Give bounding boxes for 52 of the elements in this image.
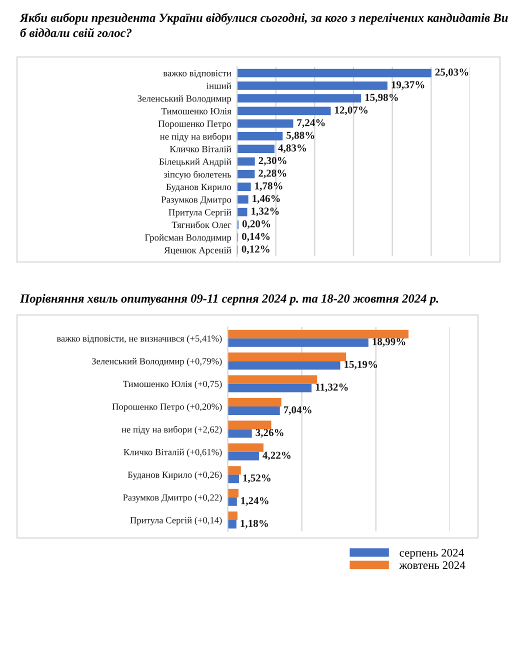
- y-tick-label: Притула Сергій (+0,14): [130, 516, 222, 526]
- data-label: 25,03%: [435, 68, 468, 78]
- y-tick-label: Білецький Андрій: [159, 158, 232, 167]
- data-label: 2,30%: [258, 157, 286, 166]
- y-tick-label: Тягнибок Олег: [172, 221, 232, 228]
- data-label: 1,46%: [252, 194, 280, 204]
- legend-label: серпень 2024: [400, 548, 464, 559]
- data-label: 11,32%: [316, 384, 348, 392]
- data-label: 1,78%: [255, 182, 282, 191]
- y-tick-label: Притула Сергій: [168, 208, 232, 218]
- data-label: 1,24%: [241, 497, 268, 506]
- data-label: 15,98%: [365, 94, 398, 102]
- data-label: 1,18%: [240, 520, 268, 528]
- y-tick-label: Яценюк Арсеній: [164, 246, 232, 256]
- data-label: 5,88%: [286, 132, 314, 140]
- y-tick-label: Тимошенко Юлія (+0,75): [123, 380, 222, 389]
- y-tick-label: Зеленський Володимир (+0,79%): [92, 358, 222, 366]
- chart-title: Якби вибори президента України відбулися сьогодні, за кого з перелічених кандидатів Ви б віддали свій голос?: [20, 13, 508, 38]
- data-label: 7,04%: [284, 406, 312, 415]
- y-tick-label: не піду на вибори: [160, 132, 232, 142]
- data-label: 15,19%: [344, 360, 378, 370]
- y-tick-label: Буданов Кирило: [166, 184, 232, 192]
- y-tick-label: Тимошенко Юлія: [161, 108, 232, 114]
- legend-label: жовтень 2024: [399, 561, 466, 570]
- data-label: 19,37%: [392, 81, 424, 90]
- data-label: 0,20%: [242, 220, 270, 229]
- y-tick-label: Разумков Дмитро (+0,22): [123, 494, 222, 503]
- y-tick-label: Кличко Віталій (+0,61%): [124, 448, 222, 458]
- data-label: 12,07%: [335, 106, 368, 116]
- y-tick-label: інший: [206, 82, 232, 89]
- y-tick-label: Кличко Віталій: [170, 146, 232, 152]
- data-label: 7,24%: [297, 119, 325, 128]
- y-tick-label: важко відповісти: [163, 70, 232, 78]
- data-label: 0,12%: [242, 246, 270, 254]
- data-label: 18,99%: [372, 338, 406, 347]
- data-label: 3,26%: [256, 428, 284, 438]
- y-tick-label: Порошенко Петро (+0,20%): [112, 403, 222, 412]
- y-tick-label: Разумков Дмитро: [161, 196, 232, 205]
- y-tick-label: Зеленський Володимир: [138, 95, 232, 104]
- y-tick-label: не піду на вибори (+2,62): [122, 426, 222, 435]
- data-label: 1,52%: [243, 474, 270, 484]
- data-label: 0,14%: [242, 232, 270, 242]
- chart-title: Порівняння хвиль опитування 09-11 серпня 2024 р. та 18-20 жовтня 2024 р.: [20, 294, 438, 306]
- y-tick-label: Буданов Кирило (+0,26): [128, 471, 222, 480]
- y-tick-label: важко відповісти, не визначився (+5,41%): [56, 335, 222, 344]
- data-label: 1,32%: [252, 208, 279, 216]
- data-label: 4,22%: [262, 452, 290, 460]
- data-label: 2,28%: [258, 170, 286, 178]
- y-tick-label: Гройсман Володимир: [144, 234, 232, 243]
- y-tick-label: зіпсую бюлетень: [164, 170, 232, 180]
- y-tick-label: Порошенко Петро: [158, 120, 232, 129]
- data-label: 4,83%: [278, 144, 306, 154]
